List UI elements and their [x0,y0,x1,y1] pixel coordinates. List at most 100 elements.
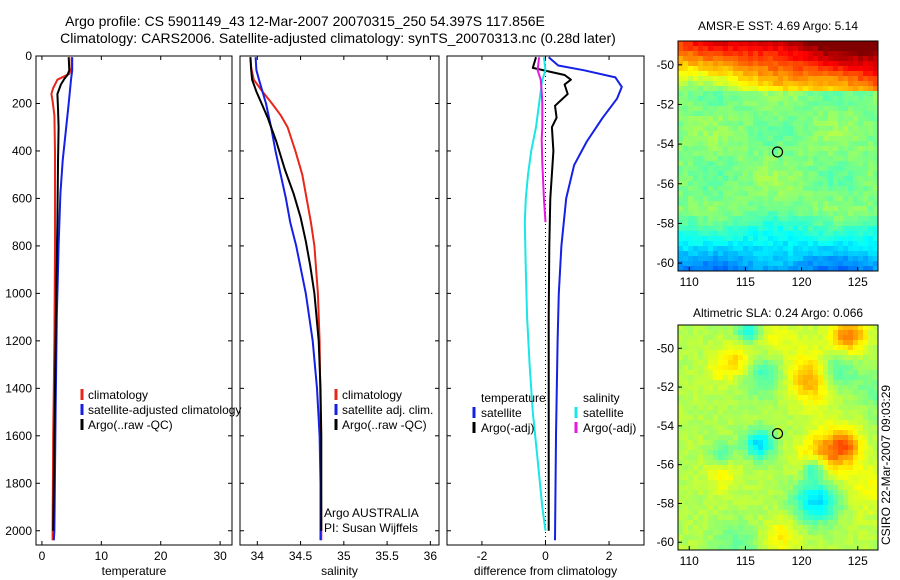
map-cell [718,171,724,177]
map-cell [748,211,754,217]
map-cell [818,415,824,421]
map-cell [808,111,814,117]
map-cell [708,126,714,132]
map-cell [783,350,789,356]
map-cell [833,530,839,536]
map-cell [713,490,719,496]
map-cell [848,475,854,481]
map-cell [853,101,859,107]
map-cell [793,355,799,361]
map-cell [853,365,859,371]
map-cell [818,505,824,511]
map-cell [778,430,784,436]
figure-title-line-2: Climatology: CARS2006. Satellite-adjuste… [60,30,616,46]
map-cell [813,86,819,92]
map-cell [758,176,764,182]
map-cell [838,460,844,466]
map-cell [708,455,714,461]
map-cell [853,106,859,112]
map-cell [838,96,844,102]
map-cell [758,46,764,52]
map-cell [688,266,694,272]
map-cell [768,176,774,182]
map-cell [708,545,714,551]
map-cell [863,350,869,356]
map-cell [773,485,779,491]
map-cell [703,545,709,551]
map-cell [693,151,699,157]
map-cell [768,500,774,506]
map-cell [858,510,864,516]
map-cell [818,460,824,466]
map-cell [788,121,794,127]
map-cell [818,241,824,247]
map-cell [698,535,704,541]
map-cell [778,191,784,197]
map-cell [678,231,684,237]
map-cell [683,206,689,212]
map-cell [813,81,819,87]
map-cell [768,41,774,47]
map-cell [778,41,784,47]
map-cell [818,330,824,336]
map-cell [818,355,824,361]
map-cell [713,380,719,386]
map-cell [833,490,839,496]
map-cell [683,515,689,521]
map-cell [798,440,804,446]
map-cell [728,510,734,516]
map-cell [718,156,724,162]
map-cell [853,206,859,212]
map-cell [773,340,779,346]
map-cell [823,61,829,67]
map-cell [863,495,869,501]
map-cell [703,106,709,112]
map-cell [743,236,749,242]
map-cell [778,256,784,262]
map-cell [723,51,729,57]
map-cell [783,535,789,541]
map-cell [713,46,719,52]
map-cell [743,101,749,107]
map-cell [703,261,709,267]
map-cell [788,46,794,52]
map-cell [803,241,809,247]
map-cell [753,390,759,396]
map-cell [688,525,694,531]
map-cell [733,330,739,336]
map-cell [678,380,684,386]
map-cell [863,420,869,426]
map-cell [748,241,754,247]
map-cell [833,420,839,426]
map-cell [853,91,859,97]
map-cell [723,465,729,471]
map-cell [738,490,744,496]
map-cell [713,465,719,471]
map-cell [753,181,759,187]
map-cell [808,375,814,381]
map-cell [833,520,839,526]
map-cell [713,530,719,536]
map-cell [778,196,784,202]
map-cell [713,116,719,122]
argo-position-marker [771,427,784,440]
map-cell [803,445,809,451]
map-cell [818,440,824,446]
map-cell [793,126,799,132]
map-cell [688,330,694,336]
map-cell [863,470,869,476]
map-cell [773,430,779,436]
map-cell [688,415,694,421]
map-cell [763,126,769,132]
map-cell [678,156,684,162]
map-cell [863,545,869,551]
map-cell [808,520,814,526]
map-cell [753,236,759,242]
map-cell [738,61,744,67]
map-cell [833,156,839,162]
map-cell [873,450,879,456]
map-cell [748,236,754,242]
map-cell [788,131,794,137]
map-cell [738,510,744,516]
map-cell [813,191,819,197]
